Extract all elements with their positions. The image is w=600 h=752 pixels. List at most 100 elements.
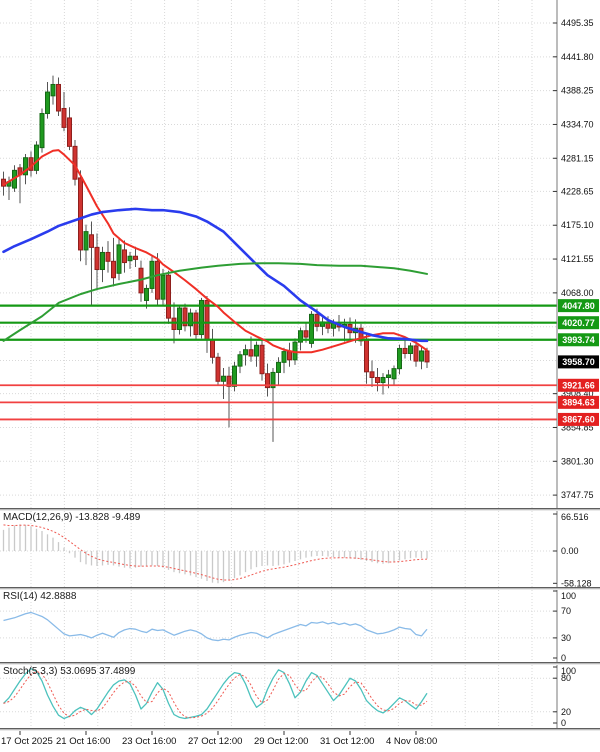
time-label: 31 Oct 12:00 (320, 736, 375, 747)
candle-body (105, 251, 111, 262)
candle-body (215, 356, 221, 382)
price-tick-label: 3801.30 (561, 456, 594, 466)
candle-body (309, 313, 314, 344)
ma-slow-green (2, 262, 428, 342)
last-price-badge (558, 355, 599, 369)
indicator-tick-label: 100 (561, 591, 576, 601)
candle-body (45, 91, 50, 115)
candle-body (270, 371, 276, 389)
candle-body (226, 375, 232, 387)
grid-layer (0, 0, 557, 728)
candle-body (281, 351, 287, 363)
price-tick-label: 3747.75 (561, 490, 594, 500)
level-badge-4020.77-text: 4020.77 (562, 318, 595, 328)
time-label: 27 Oct 12:00 (188, 736, 243, 747)
candle-body (402, 347, 408, 354)
indicator-tick-label: 0.00 (561, 546, 579, 556)
candle-body (78, 177, 83, 251)
rsi-panel (3, 611, 428, 642)
price-badges: 4047.80 4020.77 3993.74 3921.66 3894.63 3867.… (558, 299, 599, 426)
candle-body (232, 365, 237, 387)
price-tick-label: 4441.80 (561, 52, 594, 62)
time-label: 21 Oct 16:00 (56, 736, 111, 747)
stoch-panel (3, 668, 428, 720)
level-badge-3894.63-text: 3894.63 (562, 398, 595, 408)
candle-body (61, 107, 67, 128)
candle-body (182, 307, 188, 327)
stoch-k-line (3, 668, 428, 720)
candle-body (177, 307, 182, 330)
price-tick-label: 4334.70 (561, 119, 594, 129)
macd-signal-line (3, 524, 428, 581)
ma-mid-blue (2, 207, 429, 343)
candle-body (199, 299, 204, 336)
rsi-line (3, 611, 428, 642)
candle-body (193, 312, 199, 336)
indicator-tick-label: 0 (561, 653, 566, 663)
price-tick-label: 4121.55 (561, 254, 594, 264)
stoch-indicator-label: Stoch(5,3,3) 53.0695 37.4899 (3, 666, 136, 677)
level-badge-3993.74-text: 3993.74 (562, 335, 595, 345)
levels-layer (0, 304, 557, 421)
level-badge-3867.60-text: 3867.60 (562, 415, 595, 425)
indicator-tick-label: 100 (561, 666, 576, 676)
time-label: 23 Oct 16:00 (122, 736, 177, 747)
candle-body (171, 317, 177, 330)
candle-body (116, 244, 122, 274)
candle-body (397, 347, 402, 370)
panel-separator-stoch[interactable] (0, 662, 600, 665)
stoch-d-line (3, 670, 428, 719)
level-badge-3867.60 (558, 412, 599, 426)
time-label: 17 Oct 2025 (1, 736, 53, 747)
level-badge-3921.66-text: 3921.66 (562, 380, 595, 390)
candle-body (67, 117, 72, 147)
candle-body (122, 249, 127, 264)
candle-body (56, 83, 61, 112)
level-badge-4020.77 (558, 316, 599, 330)
moving-averages-layer (2, 149, 429, 354)
price-tick-label: 4175.10 (561, 220, 594, 230)
panel-separator-macd[interactable] (0, 508, 600, 511)
price-tick-label: 3908.40 (561, 389, 594, 399)
price-tick-label: 4495.35 (561, 18, 594, 28)
candle-body (221, 375, 226, 382)
time-label: 29 Oct 12:00 (254, 736, 309, 747)
candle-body (276, 361, 281, 373)
candle-body (160, 274, 166, 300)
level-badge-3921.66 (558, 378, 599, 392)
candle-body (144, 287, 149, 301)
candle-body (50, 83, 56, 97)
candle-body (127, 255, 133, 262)
candle-body (111, 260, 116, 279)
candle-body (89, 234, 94, 248)
last-price-badge-text: 3958.70 (562, 357, 595, 367)
ma-fast-red (2, 149, 428, 354)
price-tick-label: 3854.85 (561, 422, 594, 432)
candle-body (39, 113, 45, 149)
time-label: 4 Nov 08:00 (386, 736, 438, 747)
candle-body (391, 368, 397, 380)
level-badge-3993.74 (558, 333, 599, 347)
candle-body (259, 344, 265, 375)
indicator-tick-label: 0 (561, 718, 566, 728)
candle-body (83, 231, 89, 251)
panel-separator-rsi[interactable] (0, 587, 600, 590)
level-badge-4047.80-text: 4047.80 (562, 301, 595, 311)
candle-body (303, 330, 309, 338)
price-tick-label: 4281.15 (561, 153, 594, 163)
time-axis-ticks (19, 731, 417, 735)
candle-body (408, 345, 413, 354)
candle-body (314, 313, 320, 327)
candle-body (424, 350, 430, 363)
candle-body (248, 349, 254, 357)
candle-body (133, 255, 138, 260)
candle-body (265, 373, 270, 389)
candle-body (413, 345, 419, 362)
candle-body (386, 374, 391, 378)
macd-panel (2, 524, 428, 584)
candle-body (419, 350, 424, 362)
candle-body (149, 260, 155, 289)
indicator-tick-label: -58.128 (561, 578, 592, 588)
candle-body (166, 274, 171, 319)
